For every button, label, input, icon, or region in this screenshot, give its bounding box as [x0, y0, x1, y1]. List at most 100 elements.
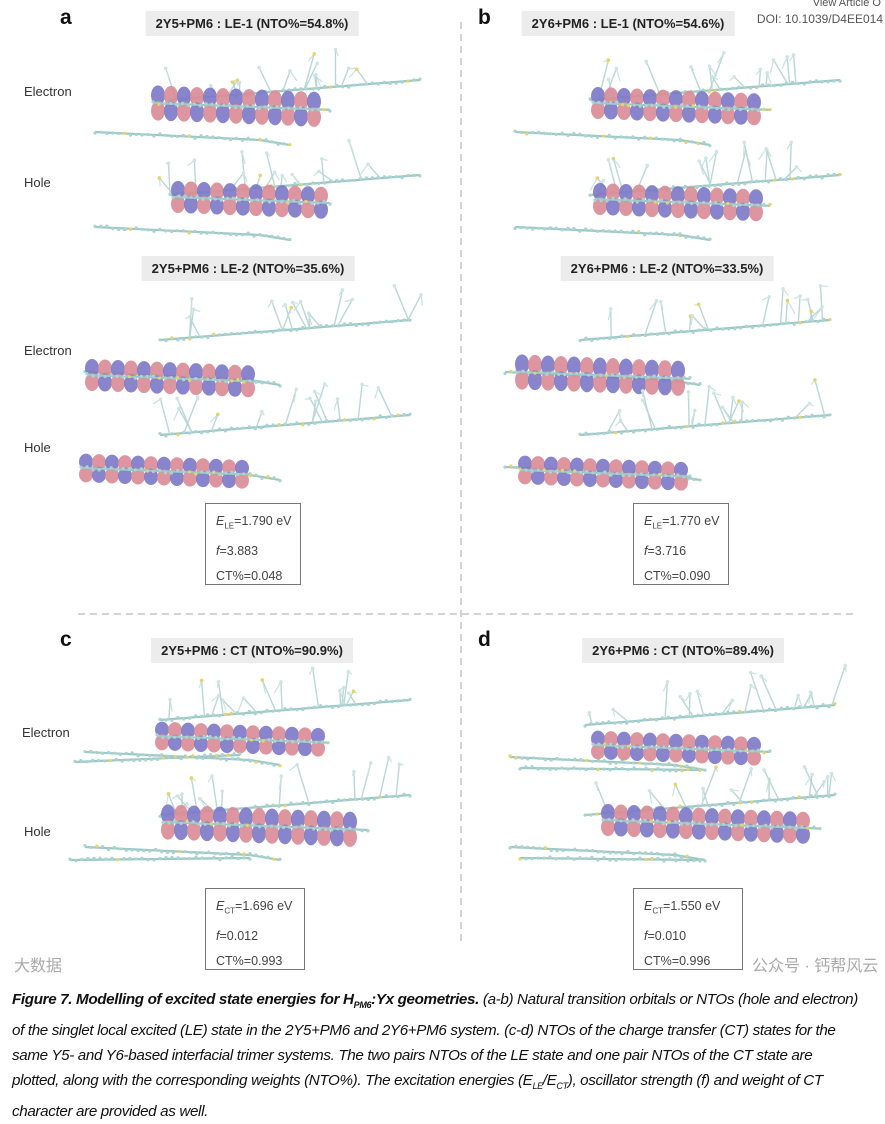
atom	[791, 81, 794, 84]
atom	[224, 856, 227, 859]
atom	[278, 764, 281, 767]
atom	[734, 824, 737, 827]
atom	[293, 107, 296, 110]
atom	[609, 743, 612, 746]
atom	[280, 774, 284, 778]
atom	[805, 415, 808, 418]
atom	[91, 374, 94, 377]
atom	[809, 80, 812, 83]
atom	[385, 699, 388, 702]
atom	[650, 762, 653, 765]
atom	[219, 852, 222, 855]
atom	[200, 336, 203, 339]
atom	[387, 756, 391, 760]
atom	[209, 84, 213, 88]
atom	[731, 396, 735, 400]
atom	[385, 794, 388, 797]
atom	[117, 132, 120, 135]
atom	[240, 824, 243, 827]
atom	[128, 467, 131, 470]
atom	[117, 228, 120, 231]
atom	[89, 846, 92, 849]
atom	[799, 416, 802, 419]
atom	[590, 135, 593, 138]
atom	[116, 468, 119, 471]
atom	[276, 235, 279, 238]
atom	[668, 425, 671, 428]
atom	[366, 829, 369, 832]
hole-label: Hole	[24, 175, 51, 190]
atom	[270, 299, 274, 303]
atom	[295, 763, 299, 767]
atom	[741, 400, 745, 404]
atom	[93, 132, 96, 135]
atom	[152, 470, 155, 473]
atom	[830, 772, 834, 776]
atom	[307, 423, 310, 426]
atom	[305, 183, 308, 186]
atom	[688, 692, 692, 696]
atom	[314, 399, 318, 403]
atom	[208, 735, 211, 738]
atom	[515, 466, 518, 469]
atom	[104, 858, 107, 861]
atom	[524, 857, 527, 860]
side-chain	[297, 765, 309, 803]
atom	[216, 413, 220, 417]
side-chain	[650, 791, 665, 809]
ct-percent: CT%=0.048	[216, 564, 300, 589]
atom	[182, 717, 185, 720]
atom	[217, 232, 220, 235]
atom	[170, 856, 173, 859]
atom	[536, 767, 539, 770]
atom	[237, 852, 240, 855]
atom	[821, 176, 824, 179]
atom	[131, 848, 134, 851]
atom	[307, 803, 310, 806]
atom	[620, 431, 623, 434]
caption-body: /E	[543, 1072, 557, 1089]
atom	[247, 231, 250, 234]
atom	[608, 229, 611, 232]
atom	[242, 696, 246, 700]
atom	[708, 804, 711, 807]
side-chain	[691, 67, 701, 91]
side-chain	[368, 164, 380, 178]
atom	[803, 177, 806, 180]
atom	[266, 424, 269, 427]
atom	[638, 851, 641, 854]
atom	[113, 846, 116, 849]
atom	[628, 474, 631, 477]
atom	[343, 323, 346, 326]
ct-percent: CT%=0.996	[644, 949, 742, 974]
atom	[650, 820, 653, 823]
atom	[690, 202, 693, 205]
atom	[283, 707, 286, 710]
atom	[173, 819, 176, 822]
atom	[121, 760, 124, 763]
atom	[341, 288, 345, 292]
atom	[623, 376, 626, 379]
atom	[164, 434, 167, 437]
atom	[158, 132, 161, 135]
atom	[643, 718, 646, 721]
atom	[140, 856, 143, 859]
atom	[645, 60, 649, 64]
atom	[590, 432, 593, 435]
atom	[590, 856, 593, 859]
atom	[514, 756, 517, 759]
atom	[391, 795, 394, 798]
side-chain	[349, 141, 354, 154]
atom	[593, 375, 596, 378]
atom	[107, 848, 110, 851]
atom	[583, 814, 586, 817]
atom	[768, 108, 771, 111]
atom	[508, 754, 511, 757]
atom	[763, 419, 766, 422]
atom	[702, 804, 705, 807]
side-chain	[765, 150, 767, 181]
atom	[334, 48, 338, 52]
atom	[696, 804, 699, 807]
atom	[163, 102, 166, 105]
atom	[667, 716, 670, 719]
